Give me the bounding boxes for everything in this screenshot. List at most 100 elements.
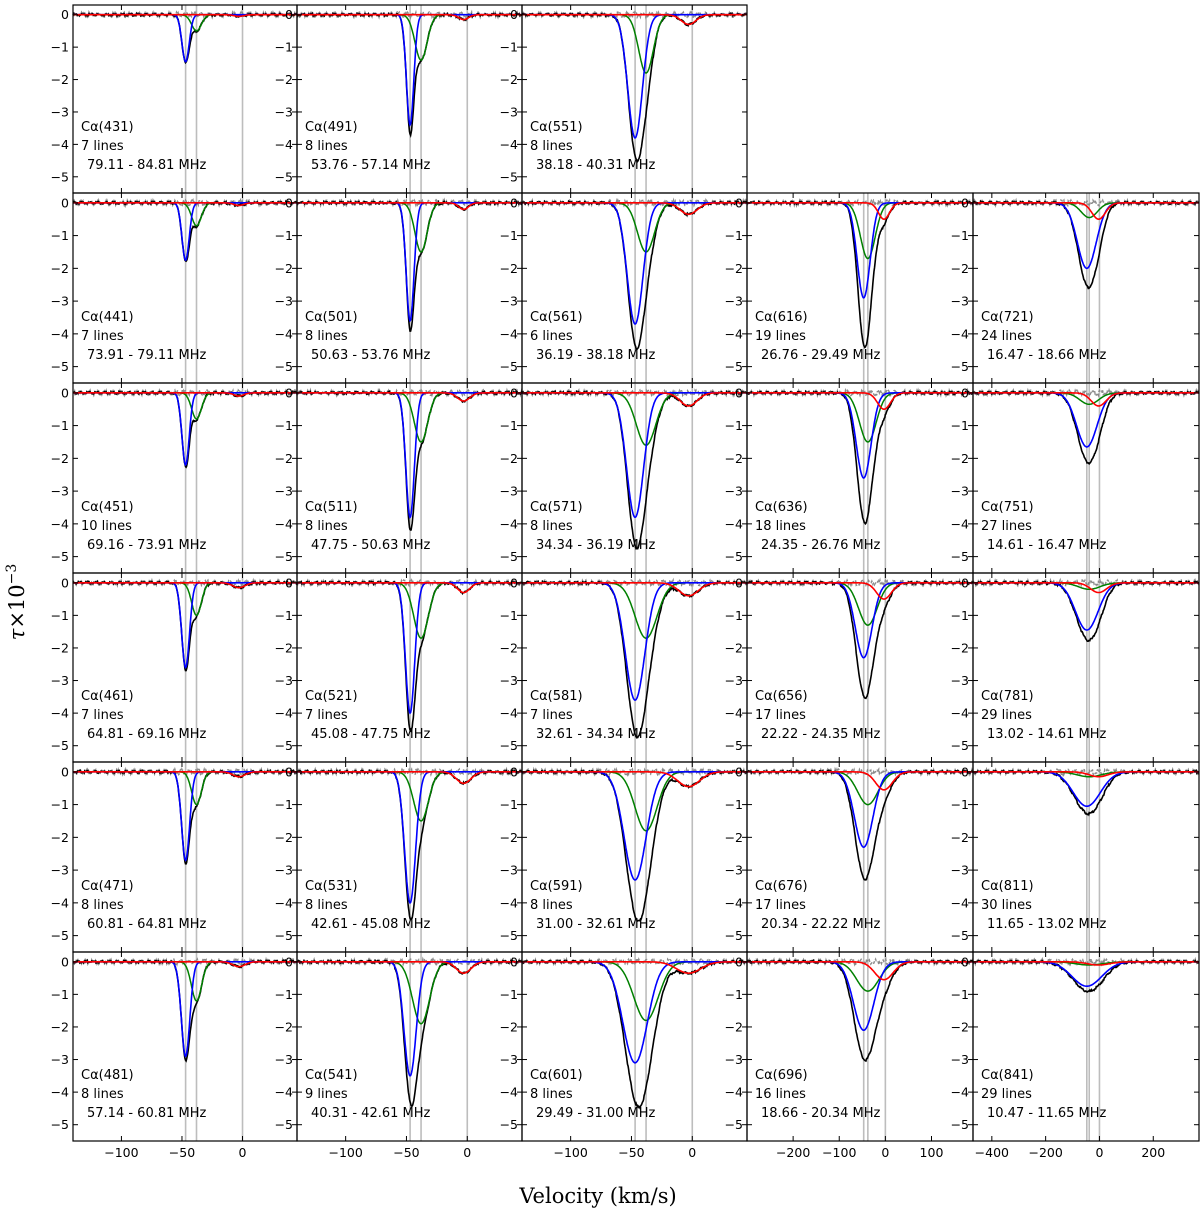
y-tick-label: −5 bbox=[725, 549, 743, 564]
x-tick-label: 0 bbox=[1095, 1145, 1103, 1160]
y-tick-label: −1 bbox=[951, 608, 969, 623]
y-tick-label: −3 bbox=[51, 294, 69, 309]
line-count-label: 7 lines bbox=[305, 708, 348, 723]
line-count-label: 7 lines bbox=[81, 329, 124, 344]
frequency-range-label: 53.76 - 57.14 MHz bbox=[311, 158, 431, 173]
frequency-range-label: 31.00 - 32.61 MHz bbox=[536, 917, 656, 932]
y-tick-label: −1 bbox=[725, 418, 743, 433]
transition-label: Cα(531) bbox=[305, 879, 358, 894]
component-c-series bbox=[522, 202, 747, 216]
y-tick-label: −4 bbox=[51, 137, 69, 152]
y-tick-label: −5 bbox=[51, 738, 69, 753]
y-tick-label: −2 bbox=[951, 640, 969, 655]
line-count-label: 9 lines bbox=[305, 1087, 348, 1102]
y-tick-label: −2 bbox=[51, 830, 69, 845]
y-tick-label: −2 bbox=[725, 640, 743, 655]
transition-label: Cα(601) bbox=[530, 1068, 583, 1083]
y-tick-label: −4 bbox=[500, 706, 518, 721]
y-tick-label: −3 bbox=[951, 673, 969, 688]
y-tick-label: 0 bbox=[61, 385, 69, 400]
transition-label: Cα(781) bbox=[981, 689, 1034, 704]
panel-1-3: 0 −1 −2 −3 −4 −5 Cα(521) 7 lines 45.08 - 47.75 M… bbox=[275, 572, 523, 763]
component-c-series bbox=[973, 202, 1199, 220]
y-tick-label: −4 bbox=[51, 516, 69, 531]
y-tick-label: −1 bbox=[725, 608, 743, 623]
y-tick-label: −3 bbox=[51, 863, 69, 878]
panel-1-2: 0 −1 −2 −3 −4 −5 Cα(511) 8 lines 47.75 - 50.63 M… bbox=[275, 382, 523, 574]
y-tick-label: −4 bbox=[275, 895, 293, 910]
x-tick-label: 0 bbox=[239, 1145, 247, 1160]
y-tick-label: −1 bbox=[500, 40, 518, 55]
component-c-series bbox=[73, 13, 297, 18]
transition-label: Cα(541) bbox=[305, 1068, 358, 1083]
y-tick-label: −5 bbox=[51, 359, 69, 374]
y-tick-label: −3 bbox=[275, 1052, 293, 1067]
y-tick-label: 0 bbox=[61, 764, 69, 779]
y-tick-label: −3 bbox=[500, 104, 518, 119]
y-tick-label: −3 bbox=[725, 863, 743, 878]
panel-2-0: 0 −1 −2 −3 −4 −5 Cα(551) 8 lines 38.18 - 40.31 M… bbox=[500, 4, 748, 194]
x-tick-label: −100 bbox=[104, 1145, 138, 1160]
y-tick-label: −1 bbox=[275, 797, 293, 812]
y-tick-label: −5 bbox=[725, 359, 743, 374]
panel-4-1: 0 −1 −2 −3 −4 −5 Cα(751) 27 lines 14.61 - 16.47 … bbox=[951, 382, 1200, 574]
component-b-series bbox=[747, 202, 973, 260]
y-tick-label: −3 bbox=[51, 104, 69, 119]
component-a-series bbox=[747, 202, 973, 299]
y-tick-label: −3 bbox=[500, 1052, 518, 1067]
line-count-label: 27 lines bbox=[981, 519, 1032, 534]
y-tick-label: −5 bbox=[275, 549, 293, 564]
component-a-series bbox=[747, 961, 973, 1032]
y-tick-label: −1 bbox=[951, 987, 969, 1002]
y-tick-label: −1 bbox=[951, 228, 969, 243]
y-tick-label: −4 bbox=[275, 706, 293, 721]
y-tick-label: −1 bbox=[275, 418, 293, 433]
y-tick-label: −3 bbox=[725, 1052, 743, 1067]
frequency-range-label: 69.16 - 73.91 MHz bbox=[87, 538, 207, 553]
transition-label: Cα(841) bbox=[981, 1068, 1034, 1083]
panel-0-2: 0 −1 −2 −3 −4 −5 Cα(451) 10 lines 69.16 - 73.91 … bbox=[51, 382, 298, 574]
residual-series bbox=[746, 197, 974, 209]
y-tick-label: −2 bbox=[275, 830, 293, 845]
y-tick-label: −4 bbox=[951, 1085, 969, 1100]
y-tick-label: −5 bbox=[275, 1117, 293, 1132]
line-count-label: 29 lines bbox=[981, 1087, 1032, 1102]
line-count-label: 6 lines bbox=[530, 329, 573, 344]
component-c-series bbox=[747, 771, 973, 791]
y-tick-label: −4 bbox=[725, 516, 743, 531]
y-tick-label: −3 bbox=[500, 294, 518, 309]
y-tick-label: −1 bbox=[51, 228, 69, 243]
transition-label: Cα(571) bbox=[530, 500, 583, 515]
y-tick-label: −1 bbox=[500, 608, 518, 623]
y-tick-label: −2 bbox=[500, 72, 518, 87]
component-a-series bbox=[747, 392, 973, 479]
y-tick-label: −4 bbox=[51, 1085, 69, 1100]
y-tick-label: 0 bbox=[61, 195, 69, 210]
y-tick-label: −2 bbox=[951, 451, 969, 466]
y-tick-label: −3 bbox=[275, 294, 293, 309]
line-count-label: 29 lines bbox=[981, 708, 1032, 723]
y-tick-label: −1 bbox=[51, 987, 69, 1002]
line-count-label: 8 lines bbox=[305, 519, 348, 534]
panel-3-1: 0 −1 −2 −3 −4 −5 Cα(636) 18 lines 24.35 - 26.76 … bbox=[725, 382, 974, 574]
y-tick-label: −4 bbox=[951, 706, 969, 721]
y-tick-label: −4 bbox=[275, 137, 293, 152]
component-c-series bbox=[973, 582, 1199, 594]
y-tick-label: −5 bbox=[500, 928, 518, 943]
y-tick-label: −2 bbox=[51, 1019, 69, 1034]
frequency-range-label: 45.08 - 47.75 MHz bbox=[311, 727, 431, 742]
line-count-label: 7 lines bbox=[81, 708, 124, 723]
component-a-series bbox=[973, 582, 1199, 631]
y-tick-label: −3 bbox=[275, 673, 293, 688]
y-tick-label: −2 bbox=[51, 451, 69, 466]
y-tick-label: −1 bbox=[51, 418, 69, 433]
transition-label: Cα(811) bbox=[981, 879, 1034, 894]
panel-1-1: 0 −1 −2 −3 −4 −5 Cα(501) 8 lines 50.63 - 53.76 M… bbox=[275, 192, 523, 384]
observed-spectrum-series bbox=[972, 579, 1200, 642]
y-tick-label: 0 bbox=[285, 7, 293, 22]
x-tick-label: −50 bbox=[169, 1145, 195, 1160]
y-tick-label: −1 bbox=[275, 608, 293, 623]
transition-label: Cα(591) bbox=[530, 879, 583, 894]
y-tick-label: 0 bbox=[285, 764, 293, 779]
